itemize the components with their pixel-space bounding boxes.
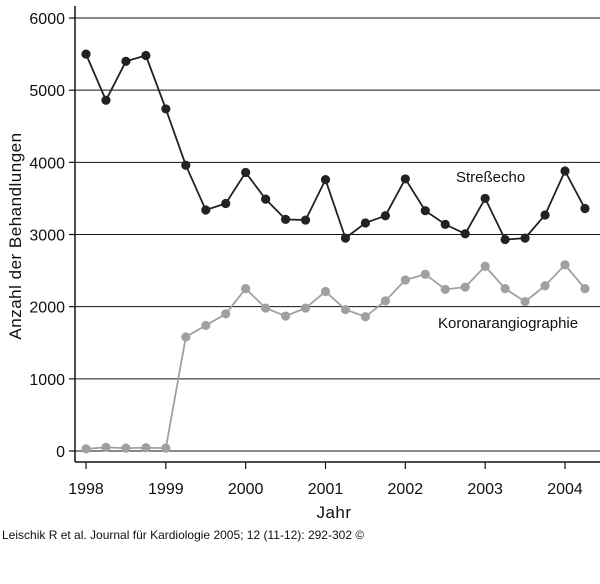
- series-koronarangiographie: [81, 260, 590, 454]
- data-point: [121, 56, 131, 66]
- x-tick-label: 1998: [68, 481, 104, 498]
- data-point: [300, 303, 311, 313]
- data-point: [420, 269, 430, 279]
- data-point: [440, 219, 450, 229]
- data-point: [161, 443, 171, 453]
- data-point: [360, 218, 371, 228]
- y-tick-label: 4000: [29, 155, 65, 172]
- data-point: [161, 104, 171, 114]
- y-tick-label: 6000: [29, 11, 65, 28]
- y-tick-label: 2000: [29, 300, 65, 317]
- data-point: [340, 233, 351, 243]
- data-point: [241, 284, 251, 294]
- data-point: [380, 211, 390, 221]
- y-tick-label: 3000: [29, 228, 65, 245]
- data-point: [221, 198, 231, 209]
- data-point: [560, 166, 570, 176]
- data-point: [460, 282, 470, 292]
- data-point: [480, 193, 490, 204]
- x-axis-title: Jahr: [316, 503, 351, 522]
- data-point: [261, 303, 271, 313]
- data-point: [81, 444, 91, 454]
- x-tick-label: 2001: [308, 481, 344, 498]
- citation: Leischik R et al. Journal für Kardiologi…: [2, 528, 365, 542]
- x-tick-label: 2002: [388, 481, 424, 498]
- series-stressecho: [81, 49, 590, 245]
- x-tick-label: 2000: [228, 481, 264, 498]
- x-tick-label: 1999: [148, 481, 184, 498]
- data-point: [221, 309, 231, 319]
- data-point: [420, 206, 430, 216]
- data-point: [300, 215, 311, 225]
- data-point: [400, 174, 410, 184]
- data-point: [520, 297, 530, 307]
- grid-lines: [75, 17, 600, 452]
- data-point: [540, 281, 550, 291]
- data-point: [241, 167, 251, 178]
- data-point: [201, 320, 211, 331]
- data-point: [141, 443, 151, 453]
- data-point: [280, 311, 291, 321]
- series-label-stressecho: Streßecho: [456, 169, 525, 186]
- data-point: [280, 214, 291, 224]
- data-point: [500, 284, 510, 294]
- data-point: [340, 304, 351, 315]
- data-point: [560, 260, 570, 270]
- data-point: [81, 49, 91, 59]
- data-point: [500, 234, 510, 245]
- data-point: [320, 175, 331, 185]
- tick-labels: 0 1000 2000 3000 4000 5000 6000 1998 1999 2000 200…: [29, 11, 582, 498]
- data-point: [141, 50, 151, 61]
- series-label-koronarangiographie: Koronarangiographie: [438, 315, 578, 332]
- data-point: [580, 203, 590, 214]
- data-point: [261, 194, 271, 204]
- x-tick-label: 2004: [547, 481, 583, 498]
- data-point: [181, 332, 191, 342]
- data-point: [540, 210, 550, 220]
- series: [81, 49, 590, 454]
- data-point: [101, 442, 111, 452]
- data-point: [181, 160, 191, 170]
- data-point: [460, 229, 470, 239]
- data-point: [480, 261, 490, 271]
- series-line: [85, 53, 586, 241]
- data-point: [440, 284, 450, 294]
- y-tick-label: 1000: [29, 372, 65, 389]
- x-tick-label: 2003: [467, 481, 503, 498]
- series-line: [85, 263, 586, 450]
- y-tick-label: 0: [56, 444, 65, 461]
- y-axis-title: Anzahl der Behandlungen: [6, 132, 25, 339]
- data-point: [580, 284, 590, 294]
- data-point: [201, 205, 211, 215]
- data-point: [360, 312, 371, 322]
- data-point: [320, 286, 331, 297]
- data-point: [121, 443, 131, 453]
- data-point: [380, 296, 390, 306]
- data-point: [400, 275, 410, 285]
- y-tick-label: 5000: [29, 83, 65, 100]
- data-point: [101, 95, 111, 105]
- data-point: [520, 233, 530, 243]
